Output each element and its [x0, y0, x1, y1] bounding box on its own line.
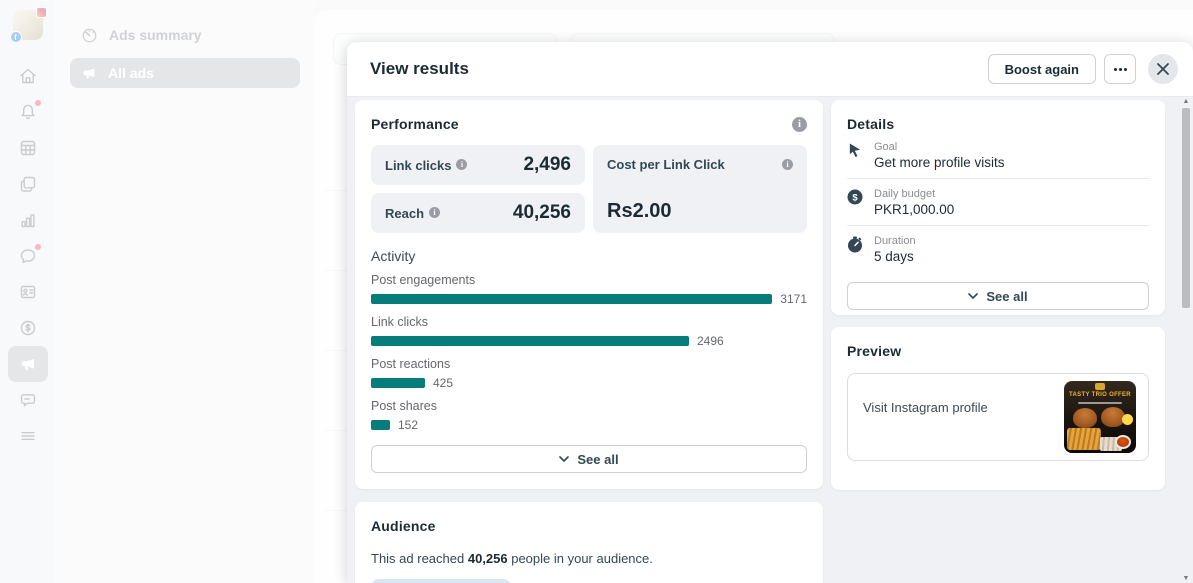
modal-scrollbar[interactable]: ▲ ▼: [1181, 98, 1191, 583]
more-options-button[interactable]: [1104, 54, 1136, 84]
details-see-all-button[interactable]: See all: [847, 282, 1149, 310]
info-icon[interactable]: i: [456, 158, 468, 170]
activity-row: Post reactions 425: [371, 357, 454, 390]
performance-card: Performance i Link clicks i 2,496 Cost pe…: [355, 100, 823, 489]
preview-link-text: Visit Instagram profile: [863, 400, 988, 415]
activity-row: Post engagements 3171: [371, 273, 807, 306]
activity-title: Activity: [371, 248, 416, 264]
stat-value: 2,496: [523, 154, 571, 175]
activity-section: Activity Post engagements 3171 Link clic…: [371, 248, 807, 473]
ad-preview-item[interactable]: Visit Instagram profile TASTY TRIO OFFER: [847, 373, 1149, 461]
stat-value: Rs2.00: [607, 200, 672, 222]
stat-value: 40,256: [512, 202, 571, 223]
svg-text:$: $: [852, 192, 858, 203]
performance-title: Performance: [371, 116, 459, 132]
activity-bar: [371, 336, 689, 346]
scrollbar-thumb[interactable]: [1182, 108, 1190, 308]
modal-body: Performance i Link clicks i 2,496 Cost pe…: [347, 97, 1193, 583]
ad-thumbnail-image: TASTY TRIO OFFER: [1064, 381, 1136, 453]
detail-row-daily-budget: $ Daily budget PKR1,000.00: [847, 179, 1149, 226]
close-button[interactable]: [1148, 54, 1178, 84]
ad-headline: TASTY TRIO OFFER: [1069, 392, 1131, 398]
audience-text: This ad reached 40,256 people in your au…: [371, 551, 653, 566]
stat-reach: Reach i 40,256: [371, 193, 585, 233]
info-icon[interactable]: i: [782, 159, 793, 170]
info-icon[interactable]: i: [429, 206, 441, 218]
audience-reach-value: 40,256: [467, 551, 508, 566]
cursor-icon: [847, 141, 864, 170]
activity-row: Post shares 152: [371, 399, 438, 432]
close-icon: [1157, 63, 1169, 75]
view-results-modal: View results Boost again Performance i: [347, 42, 1193, 583]
modal-header: View results Boost again: [347, 42, 1193, 97]
scrollbar-up-arrow[interactable]: ▲: [1182, 98, 1190, 105]
audience-title: Audience: [371, 518, 436, 534]
chevron-down-icon: [559, 456, 570, 462]
stat-cost-per-link-click: Cost per Link Click i Rs2.00: [593, 145, 807, 233]
stat-link-clicks: Link clicks i 2,496: [371, 145, 585, 185]
preview-title: Preview: [847, 343, 902, 359]
dollar-icon: $: [847, 188, 864, 217]
boost-again-button[interactable]: Boost again: [987, 54, 1096, 84]
details-card: Details Goal Get more profile visits $: [831, 100, 1165, 315]
activity-bar: [371, 420, 390, 430]
activity-bar: [371, 378, 425, 388]
modal-title: View results: [370, 59, 469, 78]
preview-card: Preview Visit Instagram profile TASTY TR…: [831, 327, 1165, 490]
stopwatch-icon: [847, 235, 864, 264]
detail-row-goal: Goal Get more profile visits: [847, 132, 1149, 179]
audience-card: Audience This ad reached 40,256 people i…: [355, 502, 823, 583]
audience-chart-bar: [371, 579, 511, 583]
info-icon[interactable]: i: [792, 116, 807, 132]
chevron-down-icon: [968, 293, 979, 299]
scrollbar-down-arrow[interactable]: ▼: [1182, 575, 1190, 582]
ellipsis-icon: [1113, 67, 1117, 71]
activity-see-all-button[interactable]: See all: [371, 445, 807, 473]
details-title: Details: [847, 116, 895, 132]
activity-row: Link clicks 2496: [371, 315, 724, 348]
ad-logo: [1095, 383, 1105, 390]
detail-row-duration: Duration 5 days: [847, 226, 1149, 272]
activity-bar: [371, 294, 773, 304]
